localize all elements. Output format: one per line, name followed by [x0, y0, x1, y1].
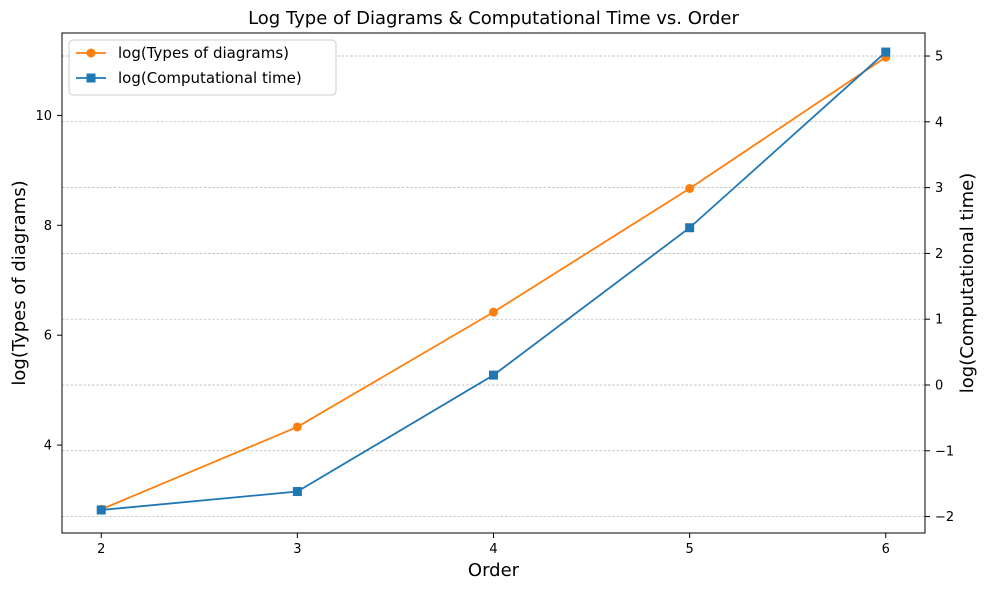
data-point-square: [881, 47, 891, 57]
axis-ticks: 2 3 4 5 6 4 6 8 10 −2 −1 0 1 2 3 4 5: [35, 50, 954, 557]
data-point-circle: [292, 422, 302, 432]
x-tick-label: 6: [882, 542, 890, 557]
y-left-tick-label: 10: [35, 109, 52, 124]
y-right-tick-label: 0: [935, 378, 943, 393]
y-right-tick-label: 5: [935, 50, 943, 65]
data-point-square: [292, 487, 302, 497]
legend: log(Types of diagrams) log(Computational …: [68, 39, 337, 96]
chart-title: Log Type of Diagrams & Computational Tim…: [248, 8, 739, 29]
series-line-1: [101, 51, 887, 511]
grid-lines: [62, 55, 925, 517]
y-left-tick-label: 4: [44, 439, 52, 454]
data-point-square: [489, 370, 498, 380]
legend-label: log(Types of diagrams): [118, 44, 289, 62]
y-right-tick-label: 1: [935, 313, 943, 328]
plot-frame: [61, 32, 926, 534]
y-right-tick-label: 4: [935, 115, 943, 130]
y-left-tick-label: 6: [44, 329, 52, 344]
legend-marker-circle: [86, 48, 96, 58]
data-point-circle: [489, 307, 498, 317]
x-tick-label: 4: [489, 542, 497, 557]
legend-box: [68, 39, 337, 96]
x-tick-label: 3: [293, 542, 301, 557]
x-axis-label: Order: [468, 560, 520, 581]
x-tick-label: 2: [97, 542, 105, 557]
y-right-tick-label: −1: [935, 444, 954, 459]
y-right-tick-label: 3: [935, 181, 943, 196]
y-right-tick-label: −2: [935, 510, 954, 525]
y-left-tick-label: 8: [44, 219, 52, 234]
x-tick-label: 5: [685, 542, 693, 557]
legend-label: log(Computational time): [118, 69, 302, 87]
series-group: [96, 47, 891, 515]
series-line-0: [100, 56, 887, 511]
y-axis-left-label: log(Types of diagrams): [9, 180, 30, 385]
legend-marker-square: [86, 73, 96, 83]
y-axis-right-label: log(Computational time): [957, 173, 978, 393]
data-point-square: [685, 223, 695, 233]
data-point-square: [96, 505, 106, 515]
y-right-tick-label: 2: [935, 247, 943, 262]
data-point-circle: [685, 183, 695, 193]
